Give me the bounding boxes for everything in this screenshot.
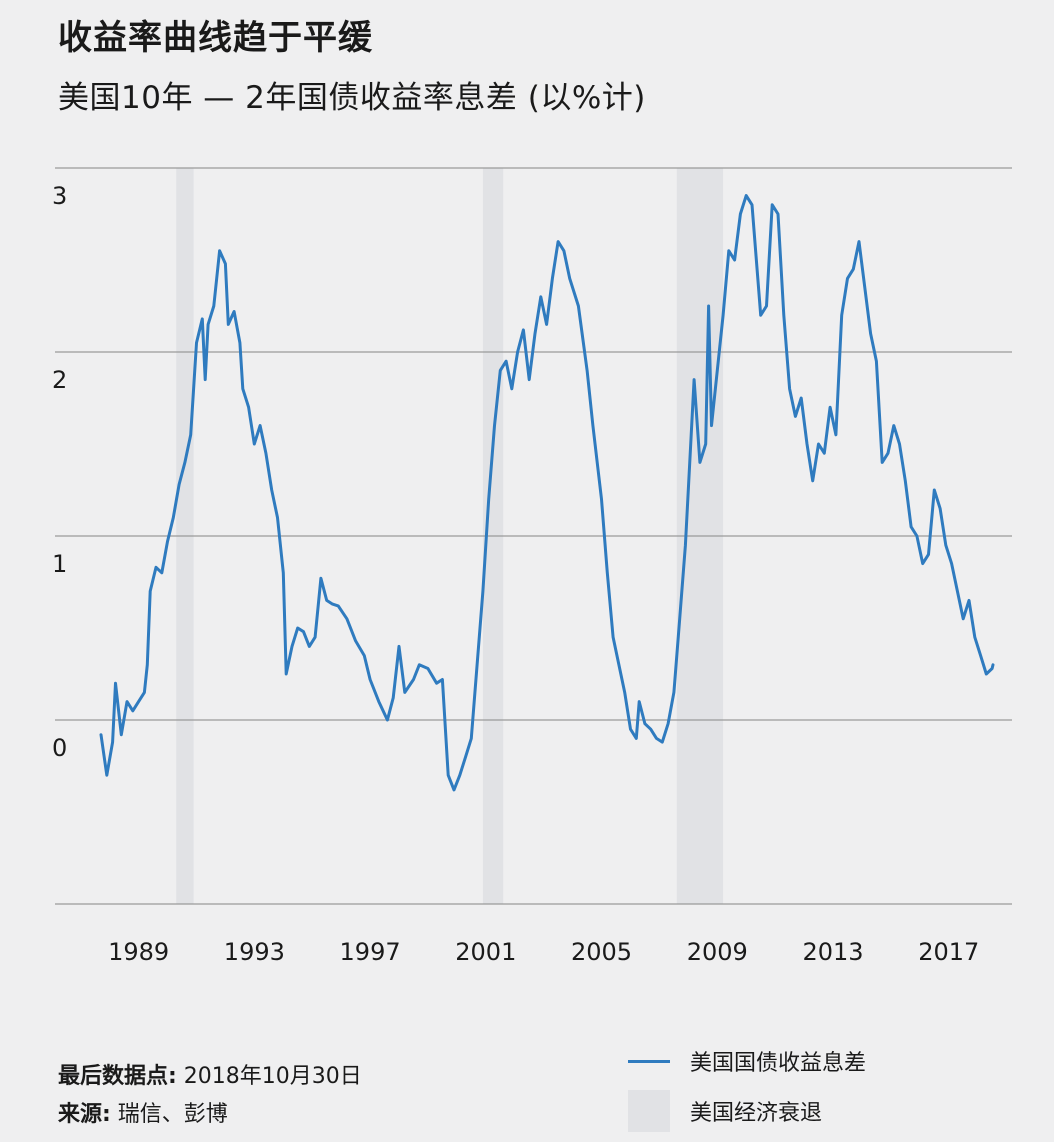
legend-label-recession: 美国经济衰退: [690, 1101, 823, 1126]
y-axis-ticks: 0 1 2 3: [52, 182, 67, 762]
x-tick-label-1993: 1993: [224, 938, 285, 966]
series: [99, 194, 995, 792]
x-tick-label-2005: 2005: [571, 938, 632, 966]
source-value: 瑞信、彭博: [110, 1102, 228, 1127]
source-line: 来源: 瑞信、彭博: [58, 1096, 228, 1128]
source-label: 来源:: [58, 1102, 111, 1127]
y-tick-label-0: 0: [52, 734, 67, 762]
last-data-point-label: 最后数据点:: [58, 1064, 177, 1089]
x-tick-label-2017: 2017: [918, 938, 979, 966]
last-data-point: 最后数据点: 2018年10月30日: [58, 1058, 362, 1090]
legend-recession-swatch: [628, 1090, 670, 1132]
series-line-spread: [99, 194, 995, 792]
y-tick-label-2: 2: [52, 366, 67, 394]
y-tick-label-3: 3: [52, 182, 67, 210]
x-axis-ticks: 1989 1993 1997 2001 2005 2009 2013 2017: [108, 938, 979, 966]
last-data-point-value: 2018年10月30日: [176, 1064, 362, 1089]
legend-item-recession: 美国经济衰退: [628, 1090, 822, 1132]
x-tick-label-1989: 1989: [108, 938, 169, 966]
x-tick-label-2001: 2001: [455, 938, 516, 966]
line-chart: 0 1 2 3 1989 1993 1997 2001 2005 2009 2013 2017: [52, 167, 1012, 966]
x-tick-label-2013: 2013: [802, 938, 863, 966]
chart-title: 收益率曲线趋于平缓: [58, 18, 373, 58]
gridlines: [55, 167, 1012, 905]
legend-line-swatch: [628, 1059, 670, 1063]
chart-subtitle: 美国10年 — 2年国债收益率息差 (以%计): [58, 80, 646, 116]
x-tick-label-1997: 1997: [340, 938, 401, 966]
legend-label-spread: 美国国债收益息差: [690, 1051, 867, 1076]
legend-item-spread: 美国国债收益息差: [628, 1040, 866, 1082]
x-tick-label-2009: 2009: [687, 938, 748, 966]
y-tick-label-1: 1: [52, 550, 67, 578]
